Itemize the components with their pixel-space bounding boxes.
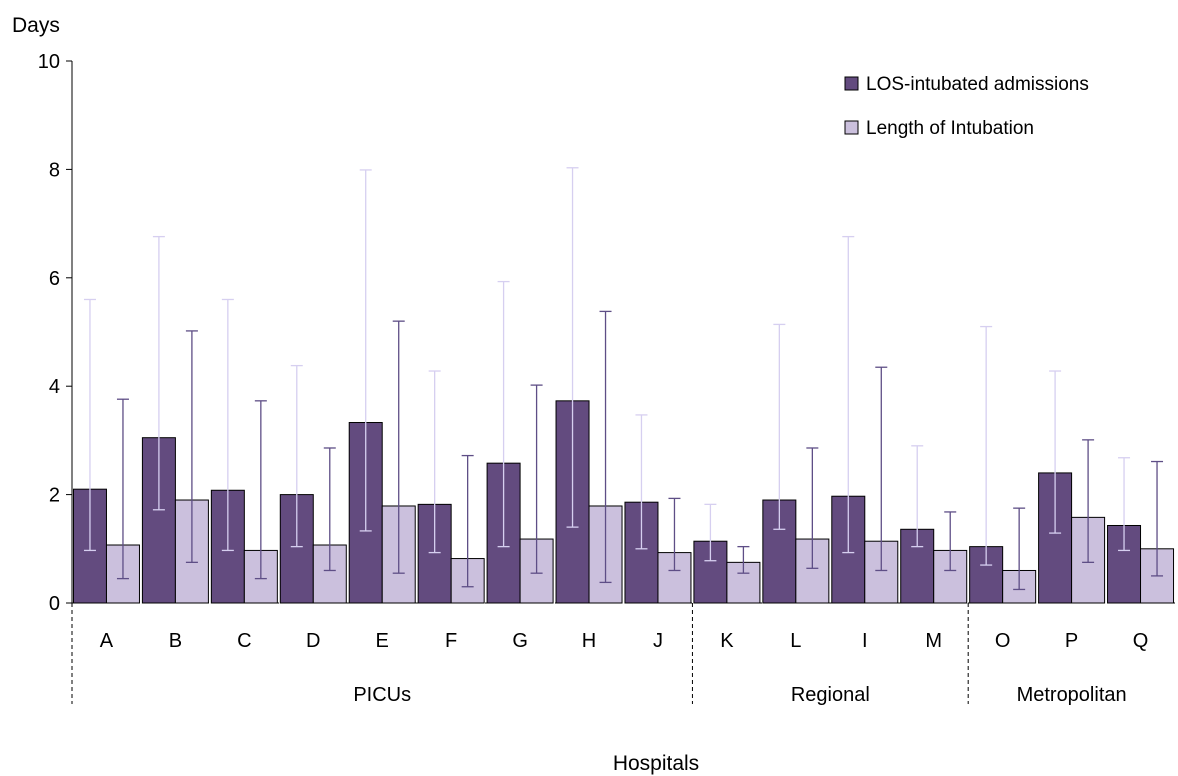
x-tick-label: K (720, 630, 734, 652)
y-tick-label: 2 (49, 485, 60, 507)
group-label: Regional (791, 684, 870, 706)
y-tick-label: 8 (49, 159, 60, 181)
group-label: Metropolitan (1017, 684, 1127, 706)
x-tick-label: E (376, 630, 389, 652)
y-tick-label: 4 (49, 376, 60, 398)
x-tick-label: A (100, 630, 114, 652)
bars-layer (72, 167, 1175, 604)
legend-swatch-los (844, 76, 859, 91)
x-tick-label: I (862, 630, 868, 652)
group-label: PICUs (353, 684, 411, 706)
y-tick-label: 0 (49, 593, 60, 615)
legend: LOS-intubated admissions Length of Intub… (844, 74, 1089, 139)
y-tick-label: 10 (38, 51, 60, 73)
x-tick-label: P (1065, 630, 1078, 652)
x-tick-label: C (237, 630, 251, 652)
x-tick-label: F (445, 630, 457, 652)
legend-label-los: LOS-intubated admissions (866, 74, 1089, 95)
x-tick-label: B (169, 630, 182, 652)
x-tick-label: M (925, 630, 942, 652)
x-tick-label: G (512, 630, 528, 652)
x-axis-title: Hospitals (613, 752, 699, 775)
legend-label-intubation: Length of Intubation (866, 118, 1034, 139)
labels-layer: 0 2 4 6 8 10 A B C D E F G H J K L I M O P Q PICUs Regional Metr… (38, 51, 1149, 706)
x-tick-label: J (653, 630, 663, 652)
x-tick-label: H (582, 630, 596, 652)
y-axis-title: Days (12, 14, 60, 37)
y-tick-label: 6 (49, 268, 60, 290)
x-tick-label: O (995, 630, 1011, 652)
x-tick-label: L (790, 630, 801, 652)
x-tick-label: D (306, 630, 320, 652)
axes-layer (66, 60, 1175, 704)
x-tick-label: Q (1133, 630, 1149, 652)
legend-swatch-intubation (844, 120, 859, 135)
